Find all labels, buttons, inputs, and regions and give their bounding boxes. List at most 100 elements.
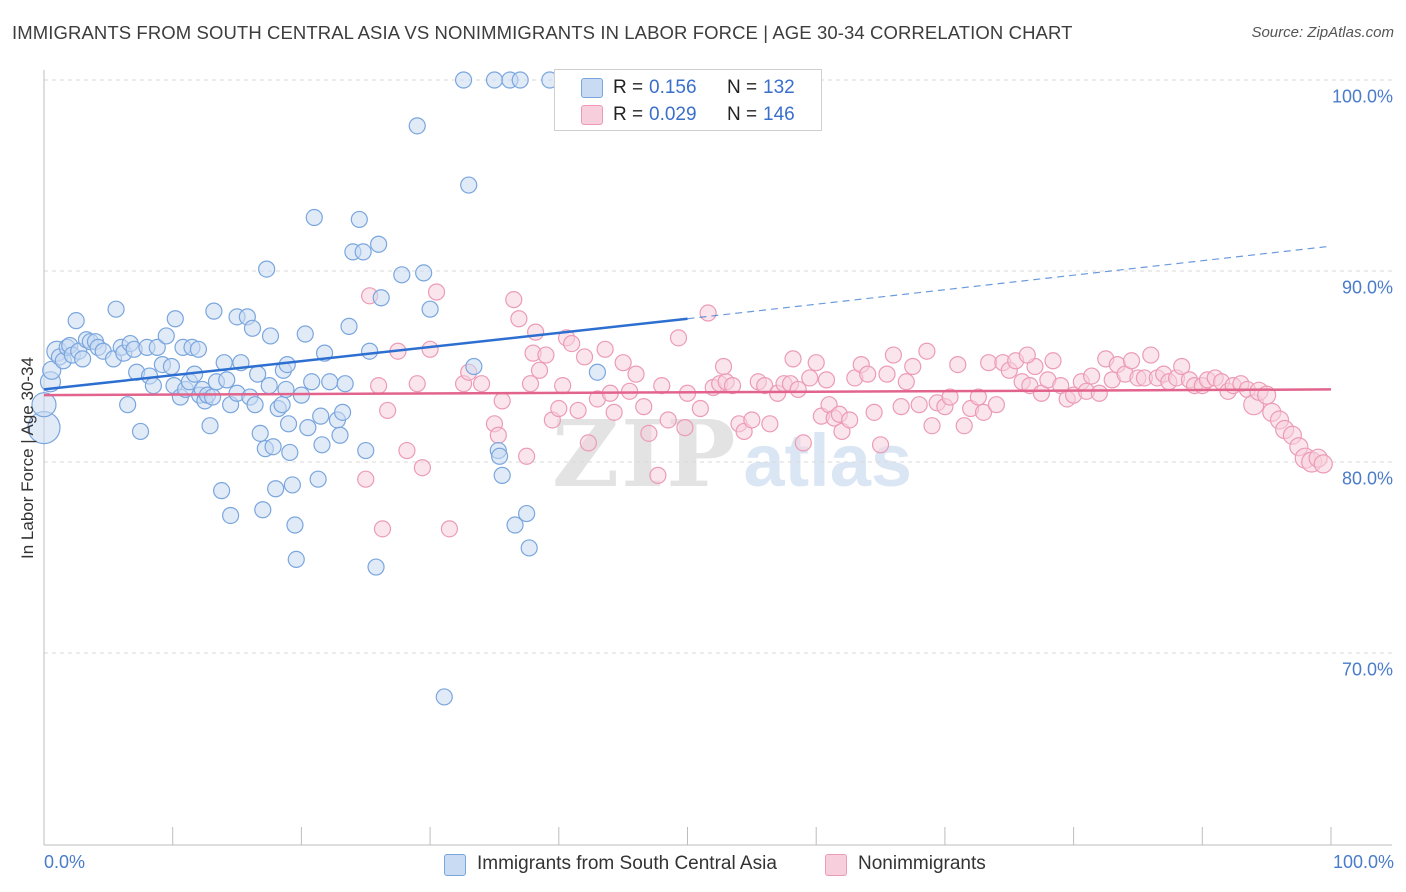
immigrants-point xyxy=(357,441,375,460)
immigrants-point xyxy=(67,312,85,330)
immigrants-point xyxy=(333,403,352,421)
nonimmigrants-point xyxy=(897,373,915,391)
nonimmigrants-point xyxy=(408,375,426,393)
y-tick-label-100: 100.0% xyxy=(1331,86,1393,107)
immigrants-point xyxy=(243,319,262,337)
stats-row-immigrants: R = 0.156 N = 132 xyxy=(555,75,821,101)
nonimmigrants-point xyxy=(550,399,568,418)
nonimmigrants-points xyxy=(357,283,1333,538)
nonimmigrants-point xyxy=(1018,346,1036,364)
stats-r-label: R = xyxy=(613,77,644,98)
nonimmigrants-point xyxy=(918,342,936,360)
legend-label-immigrants: Immigrants from South Central Asia xyxy=(477,853,777,874)
nonimmigrants-point xyxy=(1142,346,1160,364)
nonimmigrants-point xyxy=(743,411,761,429)
nonimmigrants-point xyxy=(691,399,709,418)
nonimmigrants-point xyxy=(865,403,883,421)
immigrants-point xyxy=(287,550,305,569)
nonimmigrants-point xyxy=(723,377,742,395)
immigrants-point xyxy=(511,71,529,89)
nonimmigrants-point xyxy=(575,348,594,366)
immigrants-point xyxy=(203,388,222,406)
immigrants-point xyxy=(372,289,390,307)
nonimmigrants-trend-line xyxy=(43,388,1332,397)
immigrants-point xyxy=(354,243,372,261)
nonimmigrants-point xyxy=(1044,352,1062,370)
immigrants-trend-extension xyxy=(687,245,1332,320)
nonimmigrants-point xyxy=(563,334,581,353)
immigrants-point xyxy=(273,396,291,414)
nonimmigrants-point xyxy=(579,434,598,452)
immigrants-point xyxy=(305,208,323,227)
nonimmigrants-point xyxy=(801,369,819,387)
axis-layer xyxy=(43,70,1392,846)
nonimmigrants-point xyxy=(761,415,779,433)
nonimmigrants-point xyxy=(596,340,614,358)
stats-n-label: N = xyxy=(727,77,758,98)
nonimmigrants-point xyxy=(537,346,555,364)
nonimmigrants-point xyxy=(635,398,653,416)
nonimmigrants-point xyxy=(510,310,528,328)
nonimmigrants-point xyxy=(1122,352,1141,370)
immigrants-point xyxy=(157,327,175,345)
immigrants-point xyxy=(42,360,62,380)
immigrants-point xyxy=(74,350,92,368)
immigrants-point xyxy=(131,422,150,441)
chart-title: IMMIGRANTS FROM SOUTH CENTRAL ASIA VS NO… xyxy=(12,22,1073,43)
nonimmigrants-point xyxy=(489,426,507,444)
nonimmigrants-point xyxy=(1313,454,1333,474)
immigrants-point xyxy=(415,264,433,282)
immigrants-point xyxy=(506,516,524,534)
immigrants-point xyxy=(408,117,426,135)
nonimmigrants-point xyxy=(530,361,549,379)
nonimmigrants-point xyxy=(923,417,941,435)
immigrants-point xyxy=(267,480,285,498)
immigrants-point xyxy=(279,415,298,433)
nonimmigrants-point xyxy=(941,388,959,406)
immigrants-point xyxy=(493,466,511,484)
x-tick-label-min: 0.0% xyxy=(44,852,86,872)
immigrants-point xyxy=(309,470,327,488)
immigrants-point xyxy=(260,377,278,395)
immigrants-point xyxy=(435,688,453,706)
immigrants-point xyxy=(312,407,330,425)
immigrants-trend-line xyxy=(43,317,688,391)
nonimmigrants-point xyxy=(699,304,717,322)
immigrants-point xyxy=(350,210,368,229)
immigrants-point xyxy=(336,375,354,393)
immigrants-point xyxy=(119,396,137,414)
y-axis-title: In Labor Force | Age 30-34 xyxy=(18,357,37,559)
nonimmigrants-point xyxy=(440,520,459,538)
nonimmigrants-point xyxy=(949,355,967,374)
immigrants-point xyxy=(299,419,317,437)
nonimmigrants-point xyxy=(878,365,896,383)
stats-swatch-blue xyxy=(581,78,603,98)
immigrants-point xyxy=(393,266,411,284)
chart-source: Source: ZipAtlas.com xyxy=(1251,24,1394,41)
nonimmigrants-point xyxy=(640,424,658,442)
nonimmigrants-point xyxy=(398,441,416,460)
nonimmigrants-point xyxy=(807,354,825,372)
immigrants-point xyxy=(166,310,184,328)
nonimmigrants-point xyxy=(910,396,928,414)
immigrants-point xyxy=(251,424,269,442)
immigrants-point xyxy=(162,357,181,376)
nonimmigrants-point xyxy=(357,470,375,488)
immigrants-point xyxy=(286,516,304,534)
nonimmigrants-point xyxy=(413,459,431,477)
nonimmigrants-point xyxy=(472,375,491,393)
immigrants-point xyxy=(588,363,607,381)
immigrants-point xyxy=(331,426,349,444)
nonimmigrants-point xyxy=(605,403,623,421)
immigrants-point xyxy=(218,371,236,389)
correlation-stats-box: R = 0.156 N = 132 R = 0.029 N = 146 xyxy=(554,69,822,131)
nonimmigrants-point xyxy=(627,365,645,383)
nonimmigrants-point xyxy=(1083,367,1101,385)
immigrants-point xyxy=(107,300,125,318)
immigrants-point xyxy=(144,377,162,395)
immigrants-point xyxy=(465,357,483,376)
nonimmigrants-point xyxy=(841,411,859,429)
immigrants-point xyxy=(246,396,264,414)
stats-r-label: R = xyxy=(613,104,644,125)
